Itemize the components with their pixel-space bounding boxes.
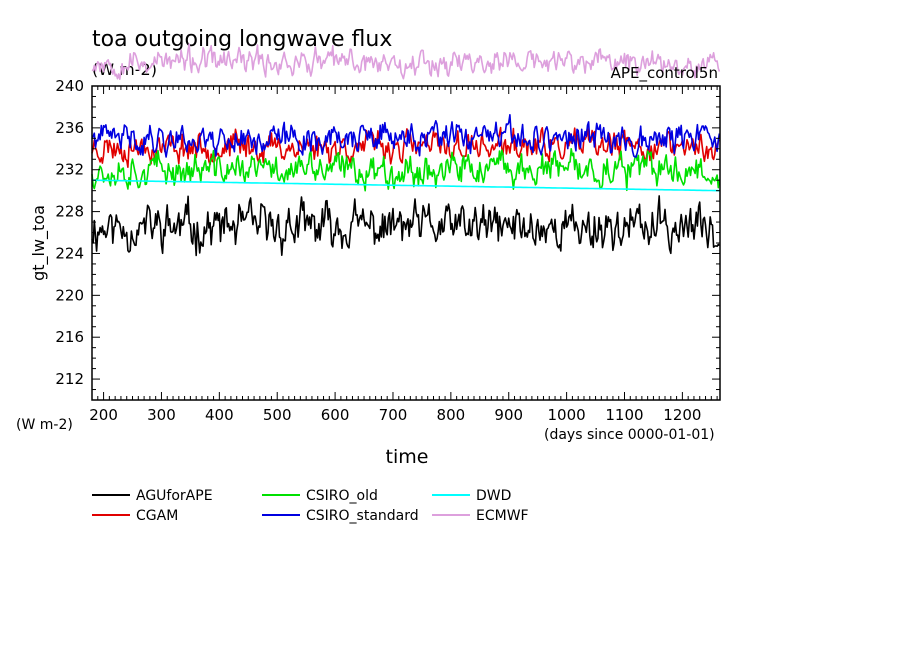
x-tick-label: 200 [89, 406, 118, 424]
y-tick-label: 236 [55, 119, 84, 137]
legend-label: AGUforAPE [136, 488, 213, 504]
x-tick-label: 1200 [663, 406, 701, 424]
chart-title: toa outgoing longwave flux [92, 27, 392, 52]
y-axis-label: gt_lw_toa [29, 205, 49, 281]
x-unit-label: (days since 0000-01-01) [544, 427, 715, 443]
y-tick-label: 224 [55, 244, 84, 262]
y-tick-label: 220 [55, 286, 84, 304]
legend: AGUforAPE CGAM CSIRO_old CSIRO_standard DWD E… [92, 488, 529, 524]
series-line-csiro-standard [91, 114, 721, 158]
y-tick-label: 240 [55, 77, 84, 95]
legend-label: CSIRO_old [306, 488, 378, 504]
legend-label: CGAM [136, 508, 178, 524]
x-tick-label: 400 [205, 406, 234, 424]
x-tick-label: 1100 [605, 406, 643, 424]
x-tick-label: 1000 [548, 406, 586, 424]
y-tick-label: 228 [55, 203, 84, 221]
ticks-layer: 200 300 400 500 600 700 800 900 1000 1100 1200 212 2… [55, 77, 720, 424]
series-line-aguforape [91, 195, 720, 257]
x-tick-label: 300 [147, 406, 176, 424]
y-tick-label: 216 [55, 328, 84, 346]
legend-label: ECMWF [476, 508, 529, 524]
x-tick-label: 800 [437, 406, 466, 424]
series-line-ecmwf [91, 43, 721, 80]
series-line-dwd [92, 179, 721, 192]
legend-label: CSIRO_standard [306, 508, 419, 524]
x-tick-label: 900 [494, 406, 523, 424]
series-layer [91, 43, 721, 257]
x-tick-label: 500 [263, 406, 292, 424]
legend-label: DWD [476, 488, 511, 504]
y-tick-label: 232 [55, 161, 84, 179]
annotation-label: APE_control5n [611, 64, 718, 83]
x-tick-label: 600 [321, 406, 350, 424]
x-axis-label: time [386, 446, 429, 468]
x-tick-label: 700 [379, 406, 408, 424]
y-tick-label: 212 [55, 370, 84, 388]
y-unit-label: (W m-2) [16, 417, 73, 433]
series-line-csiro-old [91, 148, 721, 192]
